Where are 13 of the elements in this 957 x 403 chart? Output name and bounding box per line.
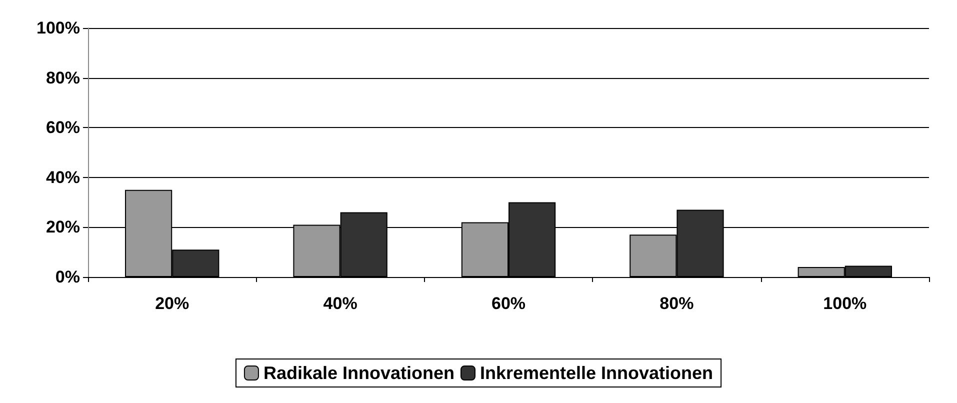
y-tick-label: 100% (36, 18, 80, 38)
y-tick-label: 80% (46, 68, 80, 88)
y-tick-label: 20% (46, 218, 80, 237)
y-tick-label: 60% (46, 118, 80, 138)
legend-label: Inkrementelle Innovationen (480, 363, 714, 383)
x-tick-label: 80% (660, 294, 694, 313)
x-tick-label: 40% (323, 294, 358, 313)
legend-label: Radikale Innovationen (263, 363, 454, 383)
y-tick-label: 0% (55, 268, 80, 286)
x-tick-label: 60% (491, 294, 526, 313)
x-tick-label: 100% (823, 294, 867, 313)
y-tick-label: 40% (46, 168, 80, 187)
x-tick-label: 20% (155, 294, 190, 313)
